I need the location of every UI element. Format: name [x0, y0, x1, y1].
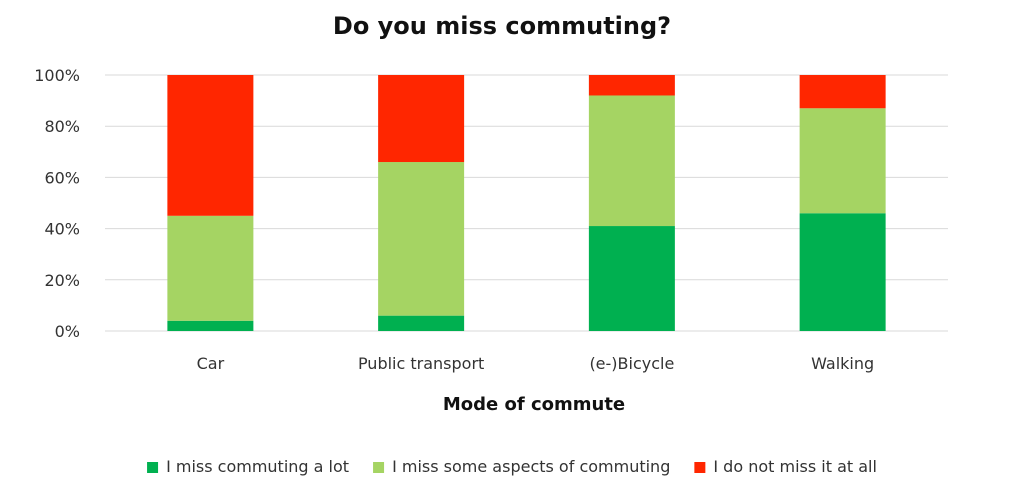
- x-axis-title: Mode of commute: [443, 394, 625, 415]
- y-tick-label: 60%: [44, 168, 80, 187]
- y-tick-label: 100%: [34, 66, 80, 85]
- chart-title: Do you miss commuting?: [333, 12, 671, 40]
- bars: [167, 75, 886, 331]
- bar-walking-i-miss-some-aspects-of-commuting: [799, 108, 886, 214]
- x-tick-label: Walking: [811, 354, 874, 373]
- bar-public-transport-i-miss-commuting-a-lot: [378, 315, 465, 331]
- y-tick-label: 20%: [44, 271, 80, 290]
- legend-marker-i-do-not-miss-it-at-all: [694, 462, 706, 473]
- y-tick-label: 0%: [55, 322, 80, 341]
- bar-public-transport-i-miss-some-aspects-of-commuting: [378, 162, 465, 316]
- x-tick-label: Public transport: [358, 354, 484, 373]
- bar-walking-i-miss-commuting-a-lot: [799, 213, 886, 331]
- bar-walking-i-do-not-miss-it-at-all: [799, 75, 886, 109]
- legend-marker-i-miss-some-aspects-of-commuting: [373, 462, 385, 473]
- bar-e-bicycle-i-miss-some-aspects-of-commuting: [588, 95, 675, 227]
- legend-label-i-do-not-miss-it-at-all: I do not miss it at all: [713, 457, 877, 476]
- legend-item-i-miss-some-aspects-of-commuting: I miss some aspects of commuting: [373, 457, 670, 476]
- x-tick-label: (e-)Bicycle: [589, 354, 674, 373]
- y-tick-label: 40%: [44, 220, 80, 239]
- bar-car-i-do-not-miss-it-at-all: [167, 75, 254, 216]
- x-tick-label: Car: [197, 354, 225, 373]
- bar-car-i-miss-commuting-a-lot: [167, 320, 254, 331]
- bar-e-bicycle-i-miss-commuting-a-lot: [588, 226, 675, 331]
- y-axis-ticks: 0% 20% 40% 60% 80% 100%: [34, 66, 80, 341]
- legend: I miss commuting a lot I miss some aspect…: [147, 457, 877, 476]
- y-tick-label: 80%: [44, 117, 80, 136]
- legend-item-i-miss-commuting-a-lot: I miss commuting a lot: [147, 457, 349, 476]
- legend-label-i-miss-commuting-a-lot: I miss commuting a lot: [166, 457, 349, 476]
- bar-public-transport-i-do-not-miss-it-at-all: [378, 75, 465, 163]
- legend-item-i-do-not-miss-it-at-all: I do not miss it at all: [694, 457, 877, 476]
- bar-e-bicycle-i-do-not-miss-it-at-all: [588, 75, 675, 96]
- bar-car-i-miss-some-aspects-of-commuting: [167, 215, 254, 321]
- x-axis-ticks: Car Public transport (e-)Bicycle Walking: [197, 354, 875, 373]
- legend-label-i-miss-some-aspects-of-commuting: I miss some aspects of commuting: [392, 457, 670, 476]
- legend-marker-i-miss-commuting-a-lot: [147, 462, 159, 473]
